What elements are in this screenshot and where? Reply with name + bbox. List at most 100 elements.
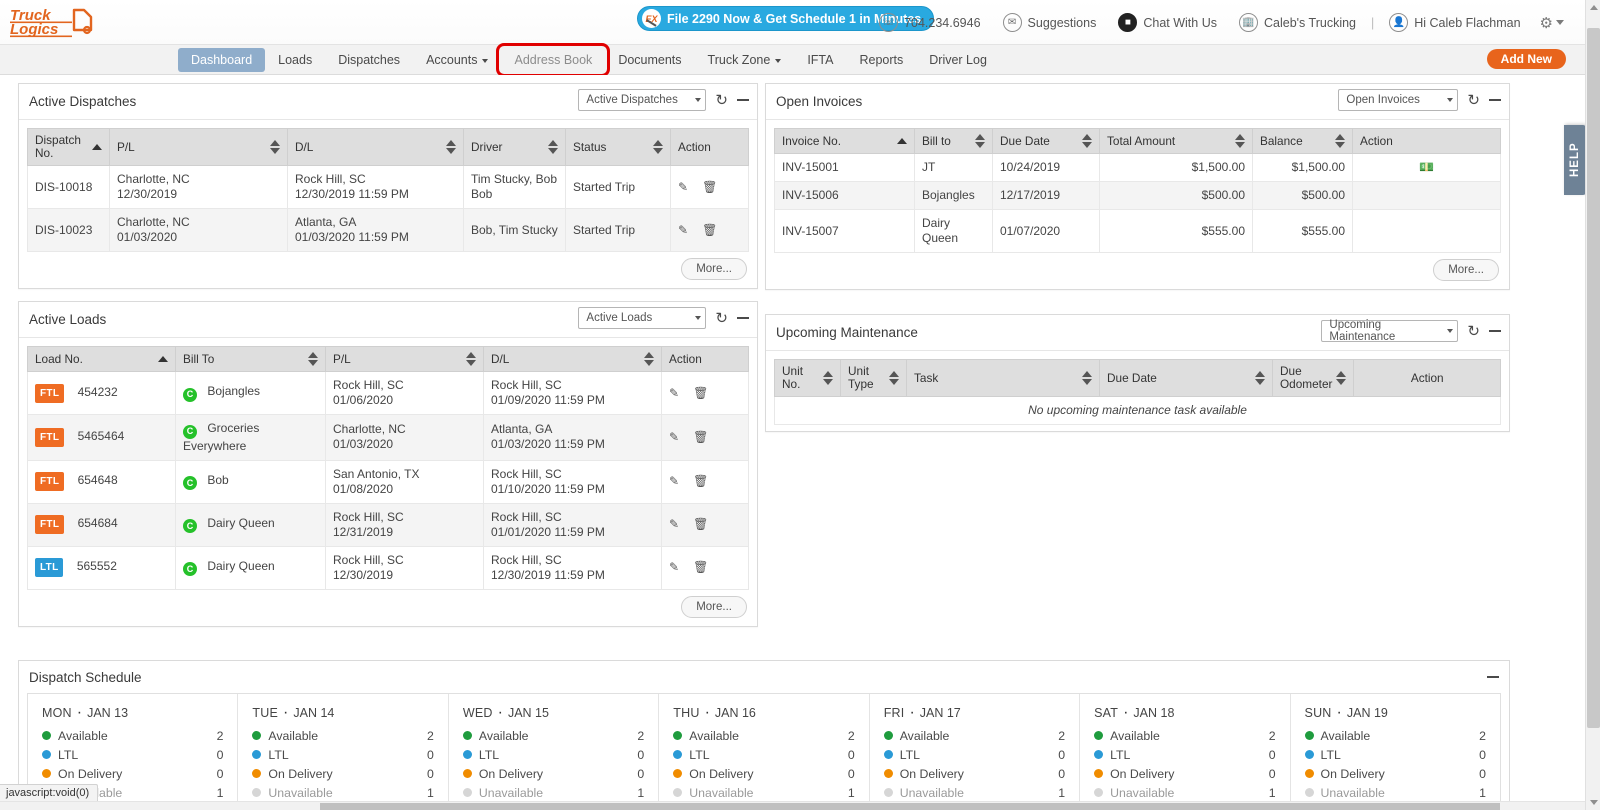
nav-item-dashboard[interactable]: Dashboard [178, 47, 266, 72]
delete-icon[interactable]: 🗑 [702, 179, 718, 194]
col-due-date[interactable]: Due Date [992, 128, 1100, 154]
edit-icon[interactable]: ✎ [669, 429, 680, 444]
record-payment-icon[interactable]: 💵 [1419, 160, 1434, 174]
delete-icon[interactable]: 🗑 [693, 429, 709, 444]
col-status[interactable]: Status [565, 128, 671, 166]
cell-pl: Rock Hill, SC 12/31/2019 [325, 502, 484, 547]
edit-icon[interactable]: ✎ [669, 474, 680, 488]
col-pl[interactable]: P/L [109, 128, 288, 166]
col-unit-type[interactable]: Unit Type [840, 359, 907, 397]
minimize-icon[interactable] [1489, 330, 1501, 332]
nav-item-address-book[interactable]: Address Book [496, 42, 611, 77]
minimize-icon[interactable] [737, 99, 749, 101]
vertical-scrollbar-thumb[interactable] [1587, 28, 1600, 728]
pl-city: Rock Hill, SC [333, 552, 404, 567]
minimize-icon[interactable] [1487, 676, 1499, 678]
table-row[interactable]: DIS-10023 Charlotte, NC 01/03/2020 Atlan… [27, 208, 749, 252]
col-balance[interactable]: Balance [1252, 128, 1353, 154]
col-bill-to[interactable]: Bill to [914, 128, 993, 154]
table-row[interactable]: INV-15007 Dairy Queen 01/07/2020 $555.00… [774, 209, 1501, 253]
nav-item-ifta[interactable]: IFTA [794, 48, 846, 72]
scroll-down-arrow-icon[interactable] [1586, 795, 1600, 810]
more-button[interactable]: More... [1433, 259, 1499, 281]
edit-icon[interactable]: ✎ [669, 560, 680, 574]
col-unit-no[interactable]: Unit No. [774, 359, 841, 397]
delete-icon[interactable]: 🗑 [693, 474, 709, 488]
stat-label: On Delivery [478, 766, 544, 781]
nav-item-documents[interactable]: Documents [605, 48, 694, 72]
col-task[interactable]: Task [906, 359, 1100, 397]
scroll-up-arrow-icon[interactable] [1586, 0, 1600, 15]
table-row[interactable]: DIS-10018 Charlotte, NC 12/30/2019 Rock … [27, 165, 749, 209]
delete-icon[interactable]: 🗑 [693, 385, 709, 400]
edit-icon[interactable]: ✎ [678, 179, 689, 194]
dl-date: 01/01/2020 11:59 PM [491, 524, 605, 539]
refresh-icon[interactable]: ↻ [715, 91, 728, 109]
delete-icon[interactable]: 🗑 [693, 560, 709, 574]
col-load-no[interactable]: Load No. [27, 346, 176, 372]
suggestions-link[interactable]: ✉ Suggestions [992, 13, 1108, 32]
trucklogics-logo[interactable]: Truck Logics [8, 4, 108, 40]
status-dot-on-delivery [252, 769, 262, 778]
active-dispatches-select[interactable]: Active Dispatches [578, 89, 707, 111]
nav-items: Dashboard Loads Dispatches Accounts Addr… [178, 42, 1000, 77]
col-dispatch-no[interactable]: Dispatch No. [27, 128, 110, 166]
table-row[interactable]: FTL 654684 C Dairy Queen Rock Hill, SC 1… [27, 502, 749, 547]
settings-menu[interactable]: ⚙ [1532, 14, 1564, 32]
phone-link[interactable]: ☏ 704.234.6946 [868, 13, 991, 32]
upcoming-maintenance-select[interactable]: Upcoming Maintenance [1321, 319, 1459, 343]
col-bill-to[interactable]: Bill To [175, 346, 326, 372]
open-invoices-select[interactable]: Open Invoices [1338, 89, 1459, 111]
company-link[interactable]: 🏢 Caleb's Trucking [1228, 13, 1367, 32]
edit-icon[interactable]: ✎ [669, 385, 680, 400]
more-button[interactable]: More... [681, 595, 747, 618]
nav-item-accounts[interactable]: Accounts [413, 48, 501, 72]
edit-icon[interactable]: ✎ [678, 222, 689, 237]
active-loads-select[interactable]: Active Loads [578, 307, 707, 329]
nav-item-loads[interactable]: Loads [265, 48, 325, 72]
col-invoice-no[interactable]: Invoice No. [774, 128, 915, 154]
col-dl[interactable]: D/L [483, 346, 662, 372]
help-tab[interactable]: HELP [1564, 125, 1586, 195]
horizontal-scrollbar-thumb[interactable] [320, 803, 1500, 810]
user-greeting-link[interactable]: 👤 Hi Caleb Flachman [1378, 13, 1531, 32]
nav-item-dispatches[interactable]: Dispatches [325, 48, 413, 72]
panel-active-loads: Active Loads Active Loads ↻ [18, 301, 758, 627]
delete-icon[interactable]: 🗑 [693, 517, 709, 531]
chat-with-us-link[interactable]: ■ Chat With Us [1107, 13, 1228, 32]
nav-item-truck-zone[interactable]: Truck Zone [695, 48, 795, 72]
refresh-icon[interactable]: ↻ [1467, 91, 1480, 109]
nav-item-driver-log[interactable]: Driver Log [916, 48, 1000, 72]
table-header-row: Load No. Bill To P/L D/L [27, 346, 749, 372]
more-button[interactable]: More... [681, 258, 747, 280]
add-new-button[interactable]: Add New [1486, 49, 1566, 69]
stat-available: Available 2 [252, 726, 434, 745]
refresh-icon[interactable]: ↻ [1467, 322, 1480, 340]
nav-item-reports[interactable]: Reports [846, 48, 916, 72]
stat-value: 1 [427, 785, 434, 800]
col-total-amount[interactable]: Total Amount [1099, 128, 1253, 154]
edit-icon[interactable]: ✎ [669, 517, 680, 531]
delete-icon[interactable]: 🗑 [702, 222, 718, 237]
col-due-odometer[interactable]: Due Odometer [1271, 359, 1355, 397]
col-due-date[interactable]: Due Date [1099, 359, 1273, 397]
vertical-scrollbar[interactable] [1585, 0, 1600, 810]
stat-label: Unavailable [1110, 785, 1175, 800]
stat-label: Unavailable [268, 785, 333, 800]
refresh-icon[interactable]: ↻ [715, 309, 728, 327]
col-dl[interactable]: D/L [287, 128, 464, 166]
stat-label: LTL [58, 747, 79, 762]
cell-pl: Charlotte, NC 12/30/2019 [109, 165, 288, 209]
col-pl[interactable]: P/L [325, 346, 484, 372]
table-row[interactable]: INV-15001 JT 10/24/2019 $1,500.00 $1,500… [774, 153, 1501, 182]
table-row[interactable]: LTL 565552 C Dairy Queen Rock Hill, SC 1… [27, 545, 749, 590]
col-driver[interactable]: Driver [463, 128, 566, 166]
minimize-icon[interactable] [737, 317, 749, 319]
minimize-icon[interactable] [1489, 99, 1501, 101]
horizontal-scrollbar[interactable] [0, 801, 1585, 810]
table-row[interactable]: FTL 5465464 C Groceries Everywhere Charl… [27, 414, 749, 461]
table-row[interactable]: FTL 454232 C Bojangles Rock Hill, SC 01/… [27, 371, 749, 415]
cell-load-no: FTL 454232 [27, 371, 176, 415]
table-row[interactable]: FTL 654648 C Bob San Antonio, TX 01/08/2… [27, 459, 749, 504]
table-row[interactable]: INV-15006 Bojangles 12/17/2019 $500.00 $… [774, 181, 1501, 210]
